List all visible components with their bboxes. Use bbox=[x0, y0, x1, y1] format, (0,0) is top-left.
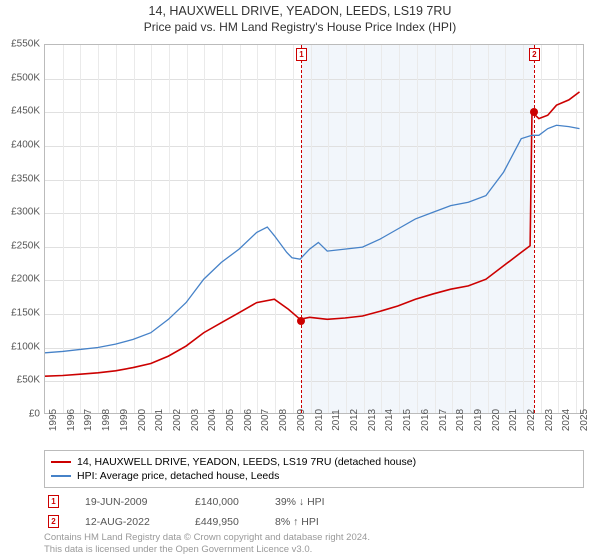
y-axis-label: £300K bbox=[11, 207, 40, 218]
sale-date-1: 19-JUN-2009 bbox=[85, 496, 195, 508]
chart-lines-svg bbox=[45, 45, 583, 413]
marker-flag-2: 2 bbox=[529, 48, 540, 61]
y-axis-label: £50K bbox=[17, 375, 40, 386]
legend-label-property: 14, HAUXWELL DRIVE, YEADON, LEEDS, LS19 … bbox=[77, 455, 416, 469]
y-axis-label: £100K bbox=[11, 341, 40, 352]
y-axis-label: £400K bbox=[11, 139, 40, 150]
marker-flag-1: 1 bbox=[296, 48, 307, 61]
legend-swatch-property bbox=[51, 461, 71, 463]
sale-marker-2: 2 bbox=[48, 515, 59, 528]
sale-diff-1: 39% ↓ HPI bbox=[275, 496, 365, 508]
marker-dot-2 bbox=[530, 108, 538, 116]
y-axis-label: £550K bbox=[11, 39, 40, 50]
y-axis-label: £0 bbox=[29, 409, 40, 420]
y-axis-label: £250K bbox=[11, 240, 40, 251]
legend-box: 14, HAUXWELL DRIVE, YEADON, LEEDS, LS19 … bbox=[44, 450, 584, 488]
sale-price-1: £140,000 bbox=[195, 496, 275, 508]
chart-container: 14, HAUXWELL DRIVE, YEADON, LEEDS, LS19 … bbox=[0, 0, 600, 560]
y-axis-label: £200K bbox=[11, 274, 40, 285]
sale-date-2: 12-AUG-2022 bbox=[85, 516, 195, 528]
title-area: 14, HAUXWELL DRIVE, YEADON, LEEDS, LS19 … bbox=[0, 0, 600, 34]
sale-row-1: 1 19-JUN-2009£140,00039% ↓ HPI bbox=[44, 495, 584, 508]
marker-dot-1 bbox=[297, 317, 305, 325]
chart-title: 14, HAUXWELL DRIVE, YEADON, LEEDS, LS19 … bbox=[0, 4, 600, 18]
series-line-hpi_index bbox=[45, 125, 580, 353]
y-axis-label: £450K bbox=[11, 106, 40, 117]
legend-item-hpi: HPI: Average price, detached house, Leed… bbox=[51, 469, 577, 483]
footer-text: Contains HM Land Registry data © Crown c… bbox=[44, 532, 370, 556]
y-axis-label: £500K bbox=[11, 72, 40, 83]
legend-label-hpi: HPI: Average price, detached house, Leed… bbox=[77, 469, 279, 483]
sale-marker-1: 1 bbox=[48, 495, 59, 508]
sale-price-2: £449,950 bbox=[195, 516, 275, 528]
footer-line2: This data is licensed under the Open Gov… bbox=[44, 544, 370, 556]
chart-subtitle: Price paid vs. HM Land Registry's House … bbox=[0, 20, 600, 34]
legend-swatch-hpi bbox=[51, 475, 71, 477]
footer-line1: Contains HM Land Registry data © Crown c… bbox=[44, 532, 370, 544]
sale-diff-2: 8% ↑ HPI bbox=[275, 516, 365, 528]
sale-row-2: 2 12-AUG-2022£449,9508% ↑ HPI bbox=[44, 515, 584, 528]
y-axis-label: £150K bbox=[11, 308, 40, 319]
legend-item-property: 14, HAUXWELL DRIVE, YEADON, LEEDS, LS19 … bbox=[51, 455, 577, 469]
legend-area: 14, HAUXWELL DRIVE, YEADON, LEEDS, LS19 … bbox=[44, 450, 584, 528]
series-line-property_price bbox=[45, 92, 580, 376]
y-axis-label: £350K bbox=[11, 173, 40, 184]
sale-events: 1 19-JUN-2009£140,00039% ↓ HPI 2 12-AUG-202… bbox=[44, 495, 584, 528]
chart-plot-area: 12 bbox=[44, 44, 584, 414]
